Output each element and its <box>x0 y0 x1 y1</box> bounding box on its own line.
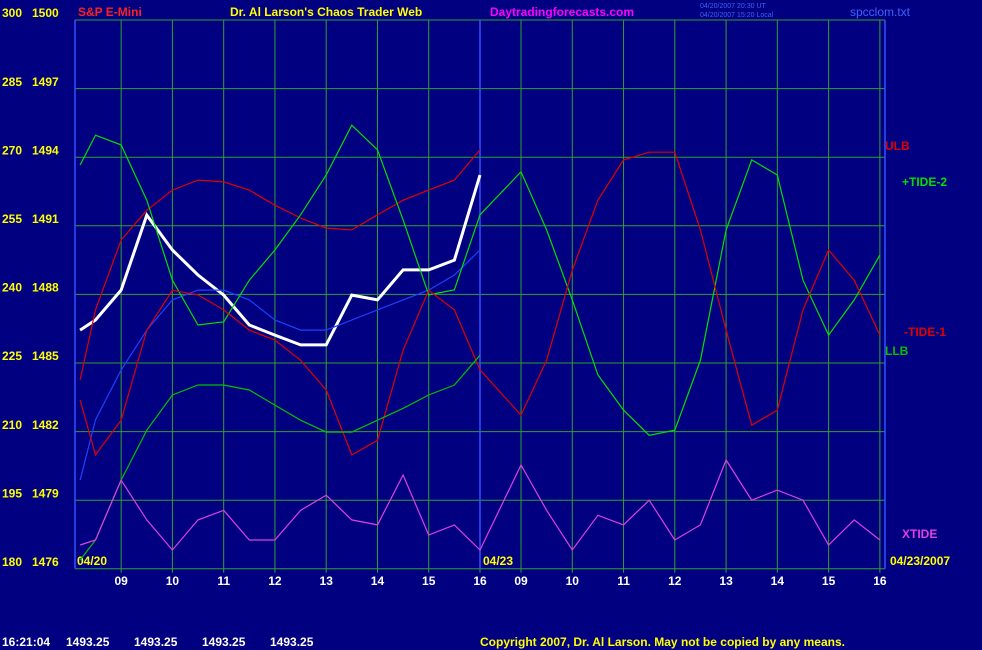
y-tick-label: 180 <box>2 555 22 569</box>
x-tick-label: 16 <box>873 574 887 588</box>
status-value: 1493.25 <box>66 635 110 649</box>
series-label: +TIDE-2 <box>902 175 947 189</box>
series-line <box>79 354 481 561</box>
y-tick-label: 195 <box>2 486 22 500</box>
x-tick-label: 16 <box>473 574 487 588</box>
y2-tick-label: 1485 <box>32 349 59 363</box>
y-tick-label: 300 <box>2 6 22 20</box>
date-label: 04/23 <box>483 554 513 568</box>
y2-tick-label: 1494 <box>32 143 59 157</box>
date-label: 04/20 <box>77 554 107 568</box>
y2-tick-label: 1488 <box>32 281 59 295</box>
y2-tick-label: 1479 <box>32 486 59 500</box>
x-tick-label: 09 <box>114 574 128 588</box>
x-tick-label: 14 <box>371 574 385 588</box>
series-label: LLB <box>885 344 909 358</box>
y2-tick-label: 1497 <box>32 75 59 89</box>
x-tick-label: 10 <box>166 574 180 588</box>
y-tick-label: 240 <box>2 281 22 295</box>
x-tick-label: 13 <box>719 574 733 588</box>
x-tick-label: 11 <box>217 574 230 588</box>
y2-tick-label: 1500 <box>32 6 59 20</box>
y2-tick-label: 1476 <box>32 555 59 569</box>
y-tick-label: 225 <box>2 349 22 363</box>
series-line <box>79 151 881 457</box>
copyright: Copyright 2007, Dr. Al Larson. May not b… <box>480 635 845 649</box>
x-tick-label: 10 <box>566 574 580 588</box>
series-line <box>79 249 481 481</box>
status-value: 1493.25 <box>134 635 178 649</box>
symbol: S&P E-Mini <box>78 5 142 19</box>
y2-tick-label: 1491 <box>32 212 59 226</box>
x-tick-label: 15 <box>822 574 836 588</box>
y-tick-label: 270 <box>2 143 22 157</box>
site: Daytradingforecasts.com <box>490 5 634 19</box>
x-tick-label: 09 <box>514 574 528 588</box>
x-tick-label: 11 <box>617 574 630 588</box>
y2-tick-label: 1482 <box>32 418 59 432</box>
x-tick-label: 12 <box>668 574 682 588</box>
stamp: 04/20/2007 15:20 Local <box>700 12 774 19</box>
chart-title: Dr. Al Larson's Chaos Trader Web <box>230 5 422 19</box>
x-tick-label: 15 <box>422 574 436 588</box>
series-line <box>79 124 881 436</box>
date-label: 04/23/2007 <box>890 554 950 568</box>
y-tick-label: 255 <box>2 212 22 226</box>
x-tick-label: 13 <box>320 574 334 588</box>
series-label: ULB <box>885 139 910 153</box>
y-tick-label: 285 <box>2 75 22 89</box>
series-line <box>79 149 481 381</box>
series-label: -TIDE-1 <box>904 325 946 339</box>
series-label: XTIDE <box>902 527 937 541</box>
x-tick-label: 12 <box>268 574 282 588</box>
series-line <box>79 174 482 347</box>
status-value: 1493.25 <box>202 635 246 649</box>
status-value: 1493.25 <box>270 635 314 649</box>
status-time: 16:21:04 <box>2 635 50 649</box>
series-line <box>79 458 881 552</box>
x-tick-label: 14 <box>771 574 785 588</box>
file-name: spcclom.txt <box>850 5 911 19</box>
y-tick-label: 210 <box>2 418 22 432</box>
stamp: 04/20/2007 20:30 UT <box>700 3 766 10</box>
